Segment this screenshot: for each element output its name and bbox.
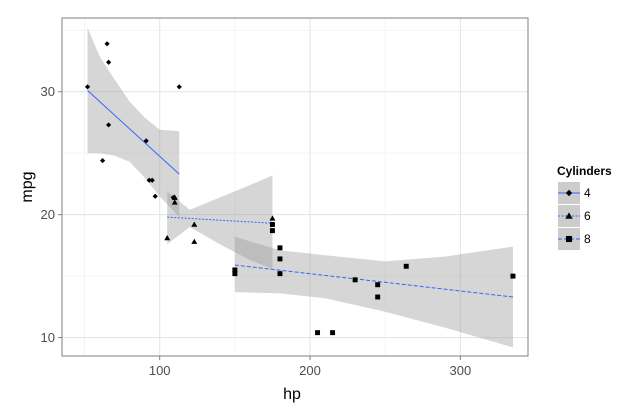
- fit-line-6: [167, 216, 273, 224]
- panel-border: [61, 17, 529, 357]
- data-point-4: [104, 41, 110, 47]
- data-point-6: [191, 221, 198, 227]
- data-point-4: [106, 59, 112, 65]
- plot-panel: [62, 18, 528, 356]
- legend-marker-8: [565, 235, 573, 243]
- panel-frame: [61, 17, 529, 357]
- data-point-8: [277, 256, 283, 262]
- data-points: [84, 41, 516, 336]
- fit-lines: [87, 90, 514, 298]
- x-axis-title: hp: [283, 386, 301, 403]
- data-point-6: [171, 194, 178, 200]
- y-tick-label: 10: [41, 330, 55, 345]
- confidence-bands: [87, 27, 513, 348]
- confidence-band-8: [234, 236, 513, 348]
- x-axis-ticks: 100 200 300: [149, 356, 471, 378]
- data-point-8: [330, 330, 336, 336]
- data-point-6: [164, 235, 171, 241]
- y-tick-label: 30: [41, 84, 55, 99]
- x-tick-label: 300: [450, 363, 472, 378]
- data-point-8: [269, 228, 275, 234]
- data-point-4: [84, 84, 91, 90]
- data-point-8: [510, 273, 516, 279]
- legend-label-6: 6: [584, 209, 591, 223]
- data-point-8: [269, 222, 275, 227]
- data-point-8: [403, 263, 409, 269]
- data-point-8: [277, 271, 283, 277]
- data-point-8: [232, 267, 238, 273]
- legend-marker-6: [565, 212, 573, 219]
- data-point-8: [375, 282, 381, 288]
- fit-line-4: [87, 90, 180, 175]
- legend: Cylinders 4 6 8: [557, 164, 612, 250]
- data-point-8: [232, 271, 238, 277]
- grid-lines: [62, 18, 528, 356]
- data-point-4: [143, 138, 149, 144]
- legend-title: Cylinders: [557, 164, 612, 178]
- x-tick-label: 200: [299, 363, 321, 378]
- legend-marker-4: [565, 189, 573, 197]
- data-point-4: [152, 193, 158, 199]
- data-point-4: [176, 84, 182, 90]
- y-axis-title: mpg: [19, 171, 36, 202]
- panel-background: [62, 18, 528, 356]
- data-point-6: [269, 215, 276, 221]
- y-axis-ticks: 10 20 30: [41, 84, 62, 345]
- confidence-band-6: [167, 175, 273, 269]
- y-tick-label: 20: [41, 207, 55, 222]
- data-point-6: [171, 199, 178, 205]
- data-point-8: [352, 277, 358, 283]
- data-point-6: [191, 238, 198, 244]
- data-point-4: [146, 177, 152, 183]
- data-point-4: [149, 177, 155, 183]
- legend-label-8: 8: [584, 232, 591, 246]
- confidence-band-4: [87, 27, 180, 218]
- data-point-8: [315, 330, 321, 336]
- data-point-4: [106, 122, 112, 128]
- x-tick-label: 100: [149, 363, 171, 378]
- data-point-8: [375, 294, 381, 300]
- data-point-4: [99, 157, 106, 164]
- data-point-8: [277, 245, 283, 251]
- fit-line-8: [234, 264, 514, 298]
- legend-label-4: 4: [584, 186, 591, 200]
